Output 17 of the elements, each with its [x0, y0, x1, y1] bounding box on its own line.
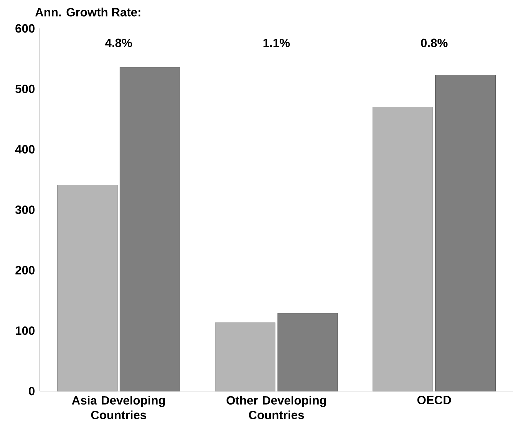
bar [278, 313, 338, 392]
bar [120, 67, 180, 392]
x-tick-label: Other Developing Countries [226, 396, 326, 420]
text: Ann. Growth Rate: [36, 8, 141, 17]
annotation: 4.8% [105, 38, 132, 48]
y-tick-label: 400 [15, 145, 35, 154]
x-tick-label: OECD [418, 396, 452, 405]
annotation: 1.1% [264, 38, 290, 48]
y-tick-label: 300 [16, 206, 35, 214]
annotation: 0.8% [421, 38, 448, 48]
y-tick-label: 0 [29, 387, 35, 396]
x-tick-label: Asia Developing Countries [72, 396, 166, 420]
bar [436, 74, 496, 392]
y-tick-label: 200 [16, 266, 35, 275]
y-tick-label: 500 [16, 84, 35, 94]
y-tick-label: 600 [16, 24, 35, 33]
y-tick-label: 100 [16, 326, 35, 336]
